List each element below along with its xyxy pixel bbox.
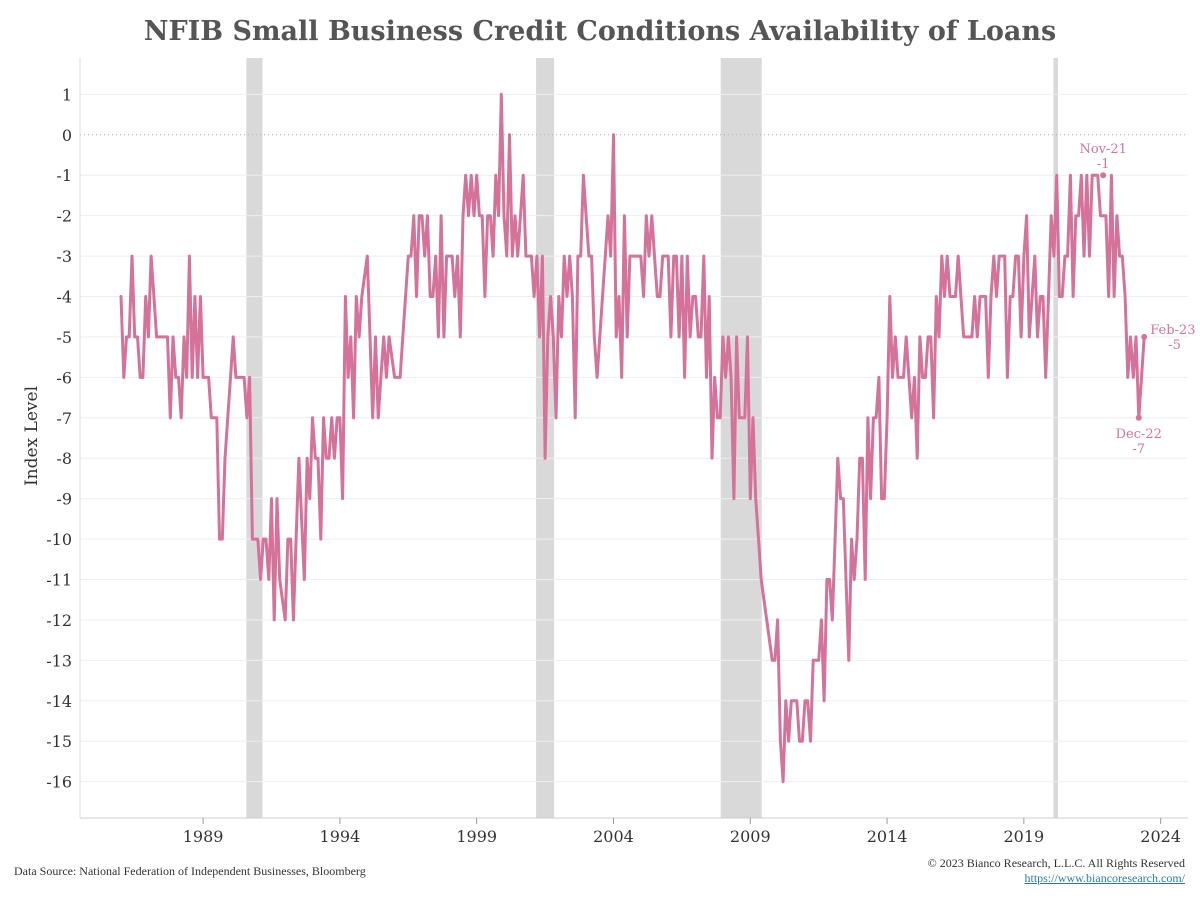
y-tick-label: -7 bbox=[56, 409, 72, 428]
x-tick-label: 1999 bbox=[456, 827, 497, 846]
y-tick-label: -10 bbox=[46, 530, 72, 549]
y-axis-title: Index Level bbox=[22, 386, 42, 486]
series-line bbox=[119, 92, 1146, 784]
annotation-marker bbox=[1135, 414, 1142, 421]
x-tick-label: 2004 bbox=[593, 827, 634, 846]
annotation-value-label: -7 bbox=[1132, 442, 1145, 457]
annotation-value-label: -5 bbox=[1168, 338, 1181, 353]
annotation-value-label: -1 bbox=[1097, 157, 1110, 172]
x-tick-label: 1989 bbox=[183, 827, 224, 846]
annotation-marker bbox=[1141, 333, 1148, 340]
x-tick-label: 2019 bbox=[1003, 827, 1044, 846]
y-tick-label: -9 bbox=[56, 490, 72, 509]
y-tick-label: -16 bbox=[46, 773, 72, 792]
y-tick-label: -2 bbox=[56, 207, 72, 226]
recession-band bbox=[1053, 58, 1059, 818]
x-tick-label: 2014 bbox=[867, 827, 908, 846]
y-tick-label: -14 bbox=[46, 692, 72, 711]
data-source-note: Data Source: National Federation of Inde… bbox=[14, 864, 366, 878]
y-tick-label: -11 bbox=[46, 570, 72, 589]
x-tick-label: 1994 bbox=[320, 827, 361, 846]
annotation-marker bbox=[1100, 172, 1107, 179]
y-tick-label: 1 bbox=[62, 85, 72, 104]
recession-band bbox=[246, 58, 263, 818]
y-tick-label: -6 bbox=[56, 368, 72, 387]
annotation-date-label: Nov-21 bbox=[1079, 142, 1126, 157]
x-tick-label: 2009 bbox=[730, 827, 771, 846]
y-tick-label: -12 bbox=[46, 611, 72, 630]
y-tick-label: -4 bbox=[56, 288, 72, 307]
footer-credits: © 2023 Bianco Research, L.L.C. All Right… bbox=[928, 856, 1185, 886]
y-tick-label: -8 bbox=[56, 449, 72, 468]
annotation-date-label: Dec-22 bbox=[1116, 427, 1162, 442]
y-tick-label: -1 bbox=[56, 166, 72, 185]
copyright-text: © 2023 Bianco Research, L.L.C. All Right… bbox=[927, 856, 1185, 870]
y-tick-label: -15 bbox=[46, 732, 72, 751]
y-tick-label: -13 bbox=[46, 651, 72, 670]
y-tick-label: -5 bbox=[56, 328, 72, 347]
y-tick-label: -3 bbox=[56, 247, 72, 266]
recession-band bbox=[720, 58, 762, 818]
x-tick-label: 2024 bbox=[1140, 827, 1181, 846]
annotation-date-label: Feb-23 bbox=[1150, 323, 1195, 338]
chart-title: NFIB Small Business Credit Conditions Av… bbox=[143, 16, 1057, 47]
website-link[interactable]: https://www.biancoresearch.com/ bbox=[1024, 871, 1185, 885]
y-tick-label: 0 bbox=[62, 126, 72, 145]
